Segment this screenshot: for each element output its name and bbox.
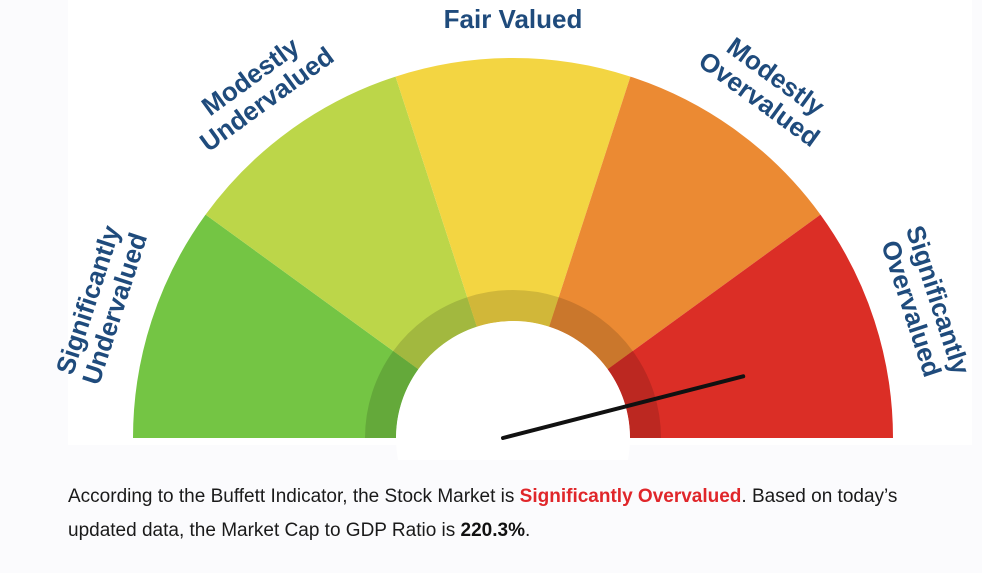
- caption-text-2: . Based on today’s updated data, the Mar…: [68, 486, 898, 541]
- zone-label-significantly-undervalued: SignificantlyUndervalued: [49, 220, 153, 388]
- gauge-ring-fair-valued: [467, 289, 559, 327]
- gauge-ring-modestly-overvalued: [549, 297, 633, 370]
- gauge-zone-significantly-overvalued: [607, 214, 893, 438]
- zone-label-significantly-overvalued: SignificantlyOvervalued: [873, 222, 976, 387]
- gauge-ring-significantly-overvalued: [607, 351, 661, 438]
- gauge-zone-significantly-undervalued: [133, 214, 419, 438]
- caption-text-3: .: [525, 520, 531, 541]
- gauge-zone-fair-valued: [395, 58, 631, 327]
- gauge-caption: According to the Buffett Indicator, the …: [68, 480, 948, 548]
- gauge-ring-significantly-undervalued: [365, 351, 419, 438]
- gauge-hub: [396, 321, 630, 460]
- gauge-zone-modestly-undervalued: [205, 76, 477, 370]
- gauge-zones: [133, 58, 893, 438]
- buffett-indicator-gauge: SignificantlyUndervaluedModestlyUnderval…: [49, 4, 977, 460]
- market-cap-gdp-ratio: 220.3%: [460, 520, 525, 541]
- valuation-verdict: Significantly Overvalued: [519, 486, 742, 507]
- caption-text-1: According to the Buffett Indicator, the …: [68, 486, 520, 507]
- gauge-ring-modestly-undervalued: [393, 297, 477, 370]
- gauge-zone-modestly-overvalued: [549, 76, 821, 370]
- gauge-needle: [501, 374, 746, 440]
- zone-label-fair-valued: Fair Valued: [444, 4, 583, 34]
- gauge-inner-ring: [365, 289, 661, 438]
